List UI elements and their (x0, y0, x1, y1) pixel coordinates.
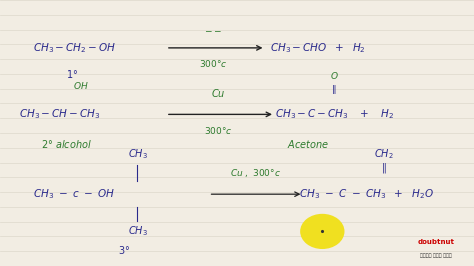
Text: $O$: $O$ (330, 70, 338, 81)
Text: $CH_3-C-CH_3\ \ \ +\ \ \ H_2$: $CH_3-C-CH_3\ \ \ +\ \ \ H_2$ (275, 107, 394, 121)
Text: $OH$: $OH$ (73, 80, 88, 91)
Text: $CH_3-CH-CH_3$: $CH_3-CH-CH_3$ (19, 107, 100, 121)
Text: $CH_3-CH_2-OH$: $CH_3-CH_2-OH$ (33, 41, 116, 55)
Ellipse shape (301, 215, 344, 248)
Text: $CH_3$: $CH_3$ (128, 147, 147, 161)
Text: $CH_3\ -\ C\ -\ CH_3\ \ +\ \ H_2O$: $CH_3\ -\ C\ -\ CH_3\ \ +\ \ H_2O$ (299, 187, 433, 201)
Text: $CH_2$: $CH_2$ (374, 147, 394, 161)
Text: $300°c$: $300°c$ (199, 58, 228, 69)
Text: $2°\ alcohol$: $2°\ alcohol$ (41, 138, 92, 150)
Text: doubtnut: doubtnut (418, 239, 455, 245)
Text: $Acetone$: $Acetone$ (287, 138, 329, 150)
Text: $\|$: $\|$ (331, 83, 337, 95)
Text: $3°$: $3°$ (118, 244, 130, 256)
Text: $CH_3\ -\ c\ -\ OH$: $CH_3\ -\ c\ -\ OH$ (33, 187, 116, 201)
Text: $CH_3-CHO\ \ +\ \ H_2$: $CH_3-CHO\ \ +\ \ H_2$ (270, 41, 366, 55)
Text: $\|$: $\|$ (381, 161, 387, 174)
Text: $CH_3$: $CH_3$ (128, 225, 147, 238)
Text: $\mathit{--}$: $\mathit{--}$ (204, 25, 222, 34)
Text: $Cu$: $Cu$ (211, 87, 225, 99)
Text: पढ़े हुआ आगे: पढ़े हुआ आगे (420, 253, 452, 258)
Text: $Cu\ ,\ 300°c$: $Cu\ ,\ 300°c$ (230, 167, 282, 179)
Text: $300°c$: $300°c$ (204, 125, 232, 136)
Text: $1°$: $1°$ (66, 68, 78, 81)
